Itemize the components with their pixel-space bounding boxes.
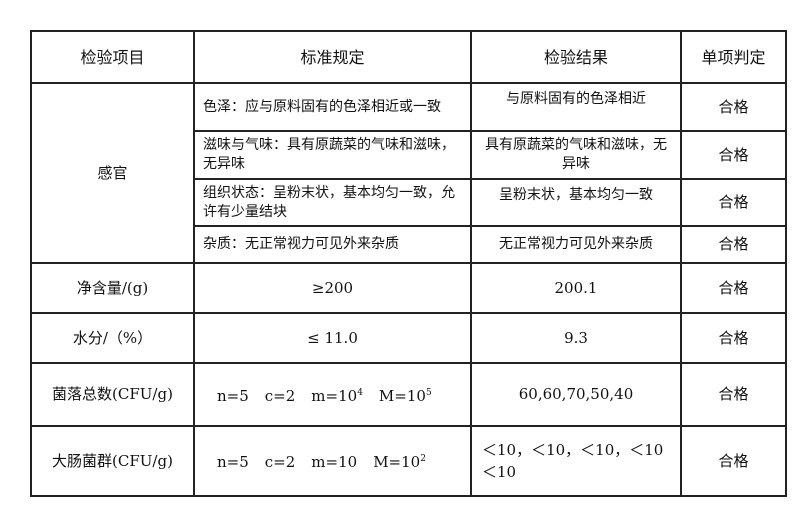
inspection-table: 检验项目 标准规定 检验结果 单项判定 感官 色泽：应与原料固有的色泽相近或一致…	[30, 30, 787, 497]
result-cell: 具有原蔬菜的气味和滋味，无异味	[470, 130, 682, 180]
item-cell: 水分/（%）	[30, 312, 195, 364]
M-value: M=10	[373, 453, 421, 471]
result-cell: 60,60,70,50,40	[470, 362, 682, 427]
standard-cell: 杂质：无正常视力可见外来杂质	[193, 225, 472, 264]
n-value: n=5	[217, 386, 249, 405]
moisture-row: 水分/（%） ≤ 11.0 9.3 合格	[30, 312, 787, 364]
standard-cell: 色泽：应与原料固有的色泽相近或一致	[193, 82, 472, 132]
item-cell: 净含量/(g)	[30, 262, 195, 314]
coliform-row: 大肠菌群(CFU/g) n=5 c=2 m=10 M=102 ＜10，＜10，＜10，…	[30, 425, 787, 497]
verdict-cell: 合格	[680, 362, 787, 427]
item-cell: 大肠菌群(CFU/g)	[30, 425, 195, 497]
result-cell: 9.3	[470, 312, 682, 364]
verdict-cell: 合格	[680, 225, 787, 264]
header-item: 检验项目	[30, 30, 195, 84]
header-verdict: 单项判定	[680, 30, 787, 84]
M-exponent: 5	[425, 387, 432, 398]
table-row: 感官 色泽：应与原料固有的色泽相近或一致 与原料固有的色泽相近 合格	[30, 82, 787, 264]
verdict-cell: 合格	[680, 262, 787, 314]
result-cell: 呈粉末状，基本均匀一致	[470, 178, 682, 227]
table-row: 组织状态：呈粉末状，基本均匀一致，允许有少量结块 呈粉末状，基本均匀一致 合格	[31, 178, 787, 227]
header-result: 检验结果	[470, 30, 682, 84]
verdict-cell: 合格	[680, 130, 787, 180]
c-value: c=2	[264, 386, 296, 405]
table-row: 滋味与气味：具有原蔬菜的气味和滋味，无异味 具有原蔬菜的气味和滋味，无异味 合格	[31, 130, 787, 180]
verdict-cell: 合格	[680, 425, 787, 497]
result-cell: 200.1	[470, 262, 682, 314]
n-value: n=5	[217, 453, 249, 471]
m-value: m=10	[311, 386, 358, 405]
m-value: m=10	[311, 453, 358, 471]
M-value: M=10	[378, 386, 426, 405]
item-cell: 菌落总数(CFU/g)	[30, 362, 195, 427]
verdict-cell: 合格	[680, 178, 787, 227]
colony-count-row: 菌落总数(CFU/g) n=5 c=2 m=104 M=105 60,60,70,50…	[30, 362, 787, 427]
standard-cell: ≥200	[193, 262, 472, 314]
standard-cell: n=5 c=2 m=104 M=105	[193, 362, 472, 427]
m-exponent: 4	[357, 387, 363, 398]
table-row: 杂质：无正常视力可见外来杂质 无正常视力可见外来杂质 合格	[31, 225, 787, 264]
standard-cell: ≤ 11.0	[193, 312, 472, 364]
verdict-cell: 合格	[680, 82, 787, 132]
header-row: 检验项目 标准规定 检验结果 单项判定	[30, 30, 787, 84]
net-content-row: 净含量/(g) ≥200 200.1 合格	[30, 262, 787, 314]
standard-cell: 组织状态：呈粉末状，基本均匀一致，允许有少量结块	[193, 178, 472, 227]
result-cell: ＜10，＜10，＜10，＜10 ＜10	[470, 425, 682, 497]
standard-cell: 滋味与气味：具有原蔬菜的气味和滋味，无异味	[193, 130, 472, 180]
verdict-cell: 合格	[680, 312, 787, 364]
result-cell: 与原料固有的色泽相近	[470, 82, 682, 132]
result-cell: 无正常视力可见外来杂质	[470, 225, 682, 264]
M-exponent: 2	[420, 454, 426, 464]
sensory-label: 感官	[30, 82, 195, 264]
c-value: c=2	[264, 453, 296, 471]
header-standard: 标准规定	[193, 30, 472, 84]
standard-cell: n=5 c=2 m=10 M=102	[193, 425, 472, 497]
